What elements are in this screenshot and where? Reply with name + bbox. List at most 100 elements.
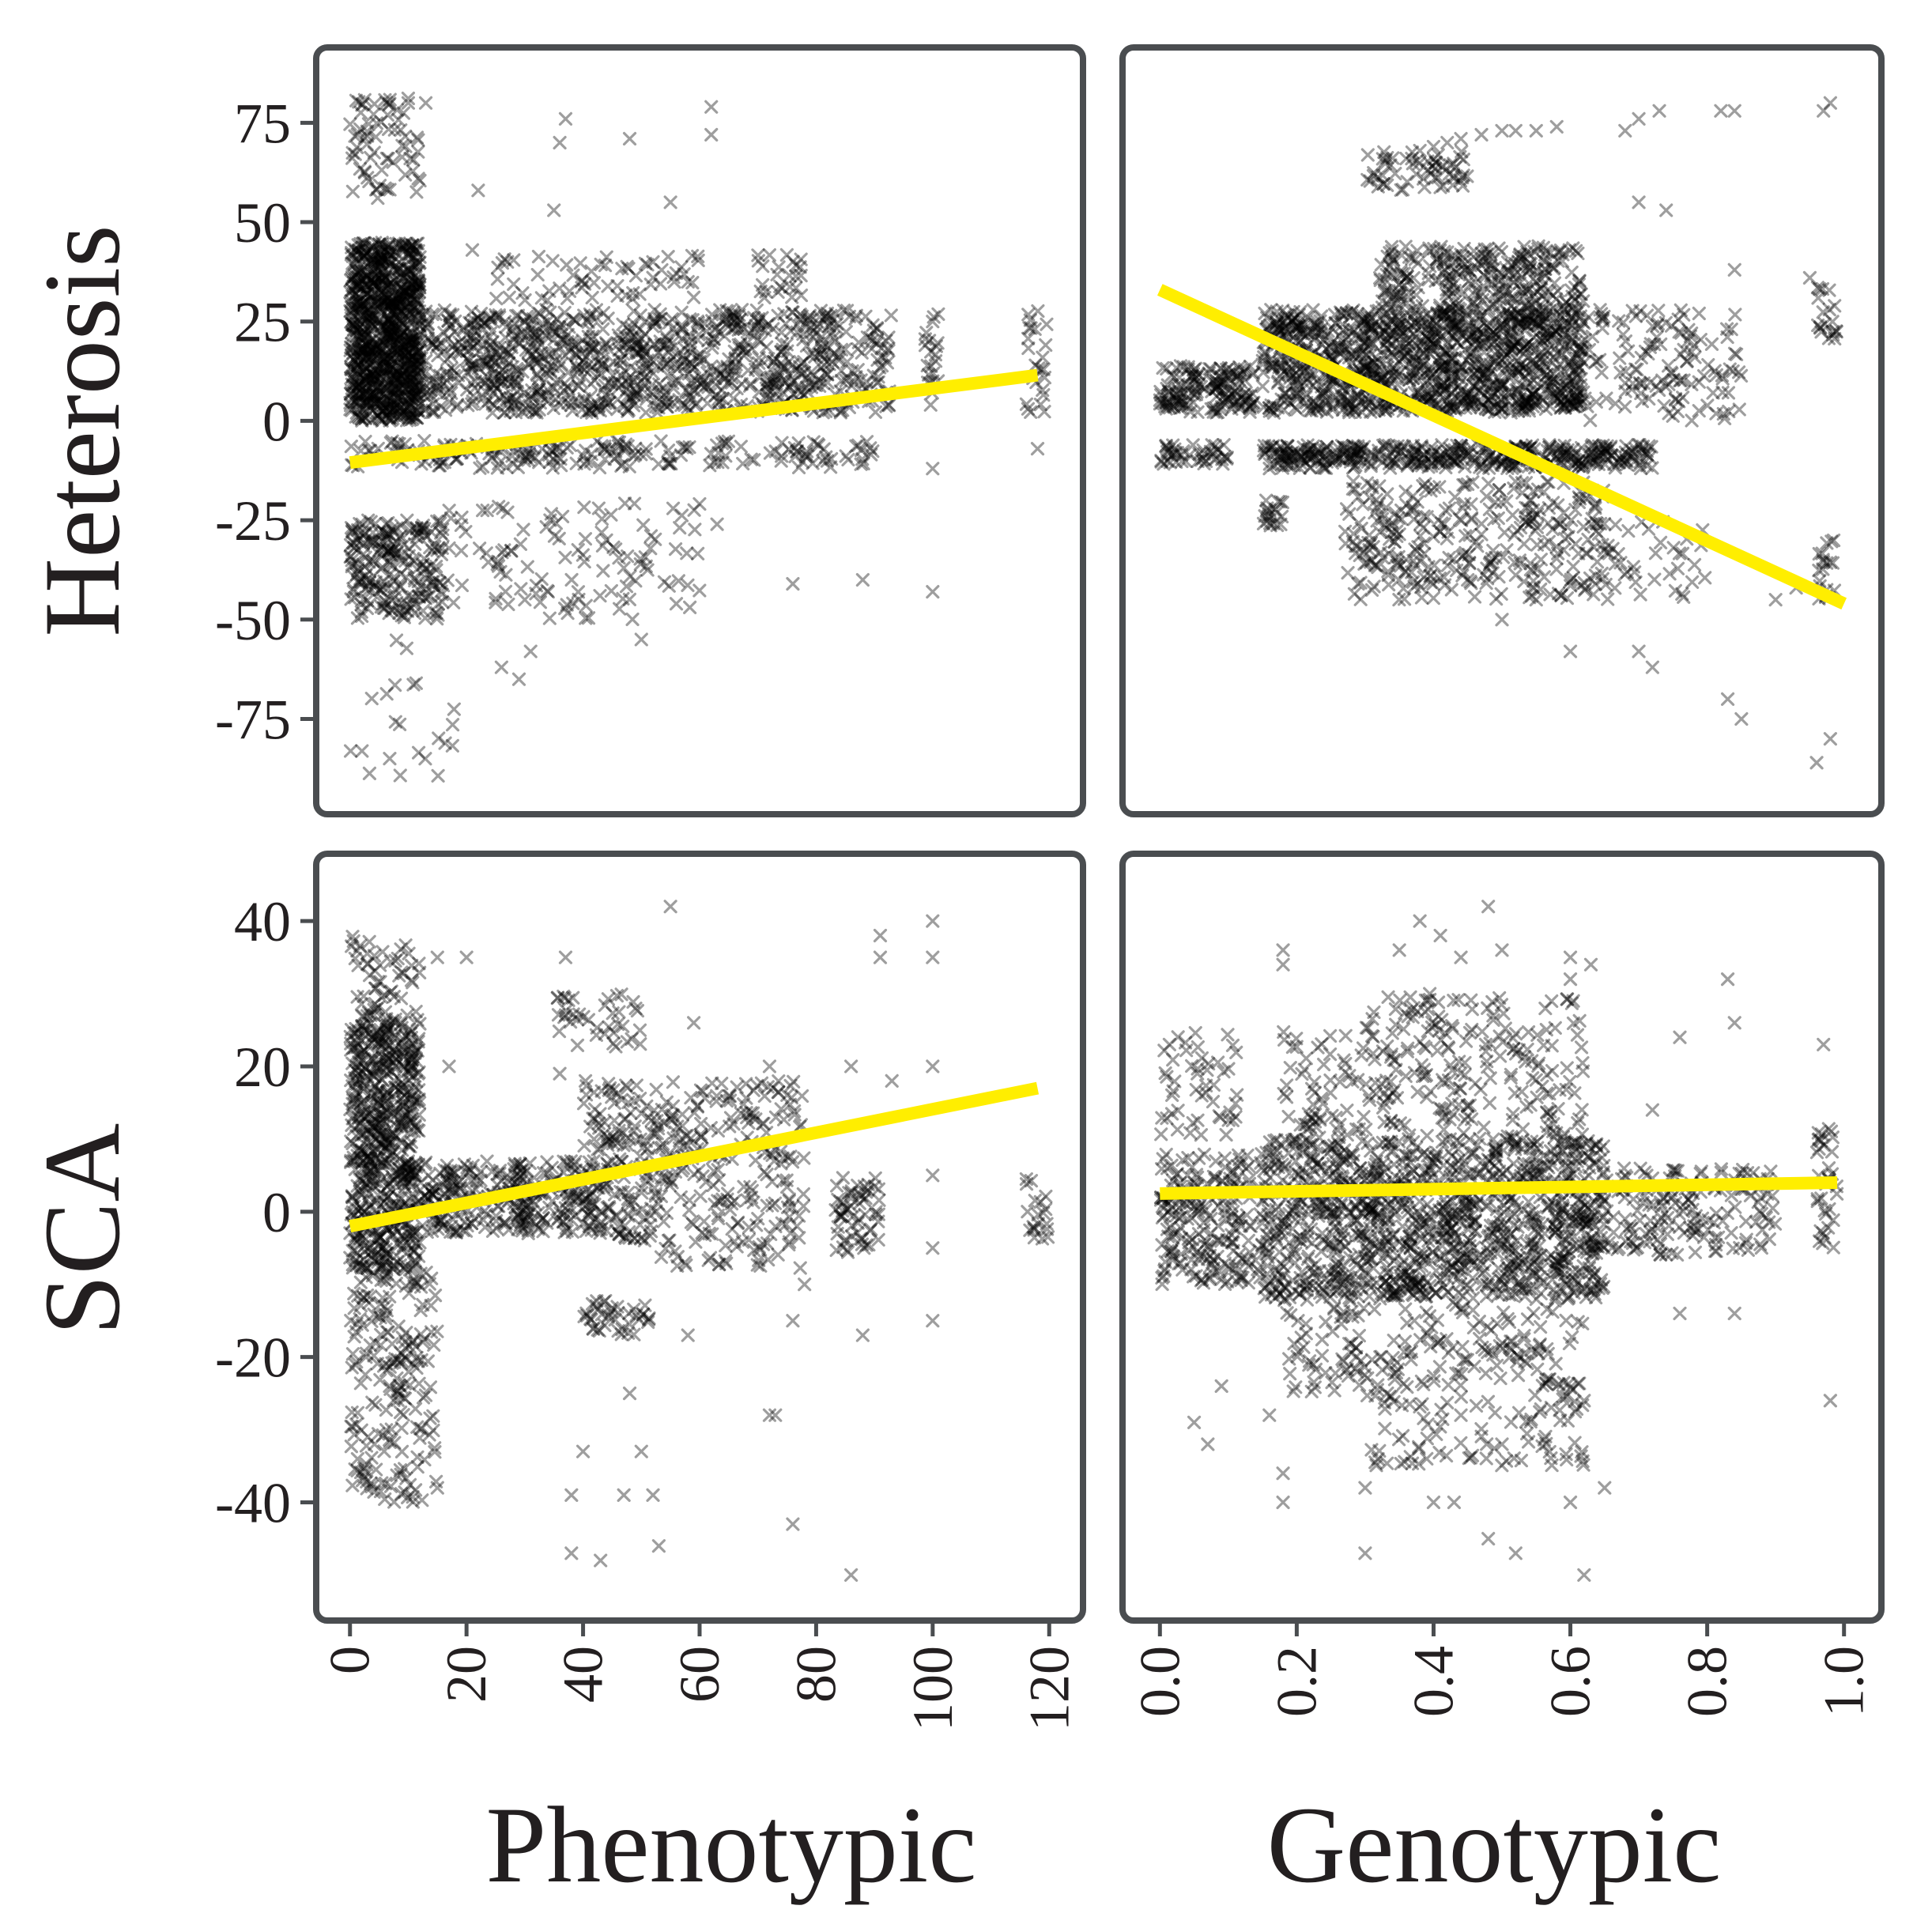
data-point <box>411 403 425 417</box>
data-point <box>390 295 404 309</box>
data-point <box>404 374 419 388</box>
data-point <box>345 306 359 320</box>
data-point <box>409 304 423 318</box>
data-point <box>355 240 369 255</box>
panel-frame-heterosis-genotypic <box>1119 44 1885 817</box>
data-point <box>381 240 395 255</box>
data-point <box>408 391 422 406</box>
data-point <box>413 319 427 334</box>
data-point <box>360 350 374 364</box>
data-point <box>395 271 410 286</box>
data-point <box>401 268 415 282</box>
data-point <box>374 272 388 286</box>
data-point <box>354 281 368 296</box>
data-point <box>382 299 397 313</box>
data-point <box>387 298 402 312</box>
data-point <box>355 341 370 356</box>
data-point <box>353 329 368 343</box>
data-point <box>360 378 374 392</box>
data-point <box>370 406 384 420</box>
data-point <box>390 262 404 277</box>
data-point <box>401 311 416 325</box>
data-point <box>349 329 364 343</box>
data-point <box>371 338 385 353</box>
data-point <box>373 256 388 270</box>
data-point <box>381 315 395 329</box>
data-point <box>386 381 400 395</box>
data-point <box>406 389 420 403</box>
data-point <box>376 387 391 402</box>
data-point <box>385 295 399 310</box>
data-point <box>379 296 393 311</box>
data-point <box>380 380 394 394</box>
data-point <box>400 313 414 327</box>
panel-frame-heterosis-phenotypic <box>313 44 1086 817</box>
data-point <box>384 327 398 341</box>
data-point <box>399 334 413 349</box>
data-point <box>372 372 387 386</box>
data-point <box>381 349 396 364</box>
data-point <box>352 266 366 281</box>
data-point <box>403 338 418 352</box>
data-point <box>353 265 368 279</box>
data-point <box>356 341 371 357</box>
data-point <box>404 312 418 326</box>
data-point <box>354 246 369 261</box>
data-point <box>372 359 387 373</box>
data-point <box>399 239 413 253</box>
data-point <box>375 329 389 343</box>
data-point <box>349 306 363 320</box>
data-point <box>367 397 381 411</box>
data-point <box>388 296 402 311</box>
data-point <box>380 279 394 293</box>
data-point <box>350 360 364 375</box>
data-point <box>362 387 376 401</box>
data-point <box>353 237 368 251</box>
data-point <box>349 251 364 266</box>
data-point <box>391 383 406 397</box>
data-point <box>384 413 398 427</box>
data-point <box>370 381 384 396</box>
data-point <box>352 391 366 406</box>
scatter-points <box>343 91 1844 1583</box>
data-point <box>409 257 423 271</box>
data-point <box>385 359 400 373</box>
data-point <box>391 300 405 315</box>
data-point <box>387 319 402 334</box>
data-point <box>387 379 402 394</box>
data-point <box>396 326 410 340</box>
data-point <box>384 295 398 309</box>
data-point <box>367 391 381 406</box>
data-point <box>364 294 379 309</box>
data-point <box>406 251 421 265</box>
data-point <box>406 330 421 344</box>
data-point <box>403 251 418 266</box>
data-point <box>391 350 406 364</box>
data-point <box>355 413 369 428</box>
data-point <box>364 413 379 428</box>
data-point <box>380 393 394 407</box>
data-point <box>351 243 366 258</box>
data-point <box>373 255 387 270</box>
data-point <box>357 287 372 301</box>
data-point <box>356 395 370 409</box>
data-point <box>372 284 387 298</box>
data-point <box>391 391 405 406</box>
data-point <box>410 300 425 315</box>
data-point <box>360 339 375 354</box>
data-point <box>378 300 393 314</box>
data-point <box>381 252 395 266</box>
data-point <box>346 328 360 342</box>
data-point <box>391 410 405 425</box>
data-point <box>402 288 416 302</box>
panel-frame-sca-genotypic <box>1119 851 1885 1624</box>
data-point <box>368 262 383 276</box>
data-point <box>357 324 372 338</box>
data-point <box>402 371 417 385</box>
data-point <box>363 342 377 357</box>
data-point <box>388 338 403 353</box>
data-point <box>365 267 379 281</box>
data-point <box>357 360 372 375</box>
data-point <box>386 304 401 319</box>
